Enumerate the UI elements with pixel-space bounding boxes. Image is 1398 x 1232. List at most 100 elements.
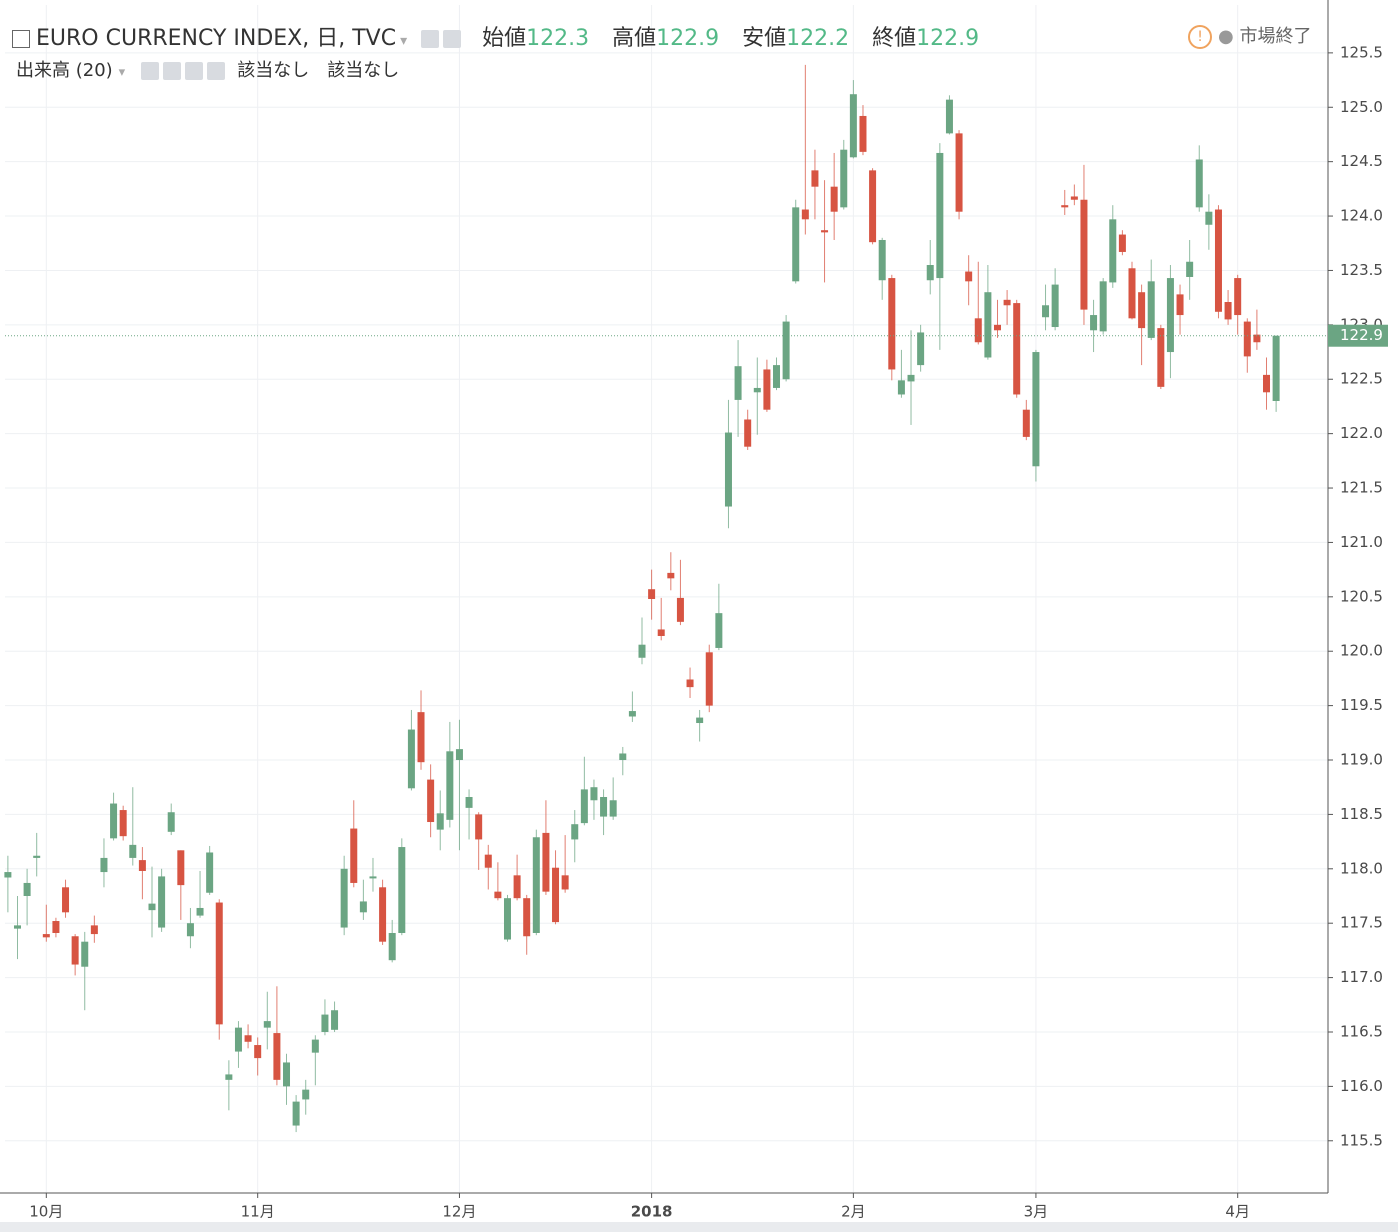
- candle-body: [186, 923, 194, 937]
- candle-body: [484, 854, 492, 868]
- candle-body: [1166, 278, 1174, 353]
- candle-body: [965, 271, 973, 282]
- candle-body: [1051, 284, 1059, 328]
- candle-body: [23, 882, 31, 896]
- y-tick-label: 120.5: [1340, 587, 1383, 605]
- y-tick-label: 119.5: [1340, 696, 1383, 714]
- settings-icon[interactable]: [443, 30, 462, 48]
- candle-body: [792, 207, 800, 282]
- candle-body: [1205, 211, 1213, 225]
- candle-body: [552, 867, 560, 923]
- warning-icon[interactable]: !: [1188, 25, 1212, 49]
- open-value: 122.3: [526, 26, 590, 51]
- candle-body: [369, 876, 377, 879]
- candle-body: [1195, 159, 1203, 208]
- candle-body: [628, 711, 636, 717]
- candle-body: [340, 868, 348, 928]
- candle-body: [1013, 303, 1021, 395]
- y-tick-label: 119.0: [1340, 751, 1383, 769]
- candle-body: [196, 907, 204, 916]
- candle-body: [71, 936, 79, 965]
- candle-body: [897, 380, 905, 395]
- status-dot: ●: [1218, 26, 1234, 47]
- candle-body: [561, 875, 569, 890]
- candle-body: [254, 1045, 262, 1059]
- candle-body: [331, 1010, 339, 1030]
- candle-body: [119, 810, 127, 837]
- candle-body: [648, 589, 656, 599]
- candle-body: [849, 94, 857, 158]
- candle-body: [321, 1014, 329, 1032]
- na-value: 該当なし: [327, 60, 400, 81]
- close-label: 終値: [872, 26, 917, 51]
- candle-body: [225, 1074, 233, 1080]
- y-tick-label: 124.0: [1340, 207, 1383, 225]
- candle-body: [1176, 294, 1184, 316]
- y-tick-label: 121.0: [1340, 533, 1383, 551]
- last-price-label: 122.9: [1340, 326, 1383, 344]
- settings-icon[interactable]: [163, 62, 182, 80]
- candle-body: [1099, 281, 1107, 332]
- x-tick-label: 2月: [841, 1203, 866, 1221]
- y-tick-label: 122.5: [1340, 370, 1383, 388]
- candle-body: [1003, 299, 1011, 306]
- candle-body: [1243, 321, 1251, 357]
- candle-body: [1109, 219, 1117, 283]
- candle-body: [292, 1101, 300, 1126]
- candle-body: [676, 597, 684, 622]
- y-tick-label: 125.5: [1340, 43, 1383, 61]
- candle-body: [81, 941, 89, 967]
- y-tick-label: 122.0: [1340, 424, 1383, 442]
- candle-body: [917, 332, 925, 366]
- candle-body: [417, 712, 425, 763]
- candle-body: [398, 847, 406, 933]
- add-icon[interactable]: [185, 62, 204, 80]
- candle-body: [436, 813, 444, 830]
- y-tick-label: 120.0: [1340, 642, 1383, 660]
- dropdown[interactable]: ▾: [400, 33, 408, 49]
- volume: 出来高 (20): [16, 60, 113, 81]
- dropdown[interactable]: ▾: [118, 65, 126, 80]
- candle-body: [869, 170, 877, 243]
- candle-body: [705, 652, 713, 706]
- y-tick-label: 116.5: [1340, 1022, 1383, 1040]
- candle-body: [42, 934, 50, 938]
- candle-body: [907, 374, 915, 382]
- eye-icon[interactable]: [141, 62, 160, 80]
- candle-body: [724, 432, 732, 507]
- eye-icon[interactable]: [421, 30, 440, 48]
- candle-body: [974, 318, 982, 343]
- candle-body: [283, 1062, 291, 1087]
- candle-body: [686, 679, 694, 688]
- candle-body: [888, 278, 896, 370]
- close-icon[interactable]: [207, 62, 226, 80]
- candle-body: [801, 209, 809, 220]
- candle-body: [302, 1089, 310, 1100]
- candle-body: [379, 887, 387, 942]
- candle-body: [13, 925, 21, 929]
- volume-row: 出来高 (20) ▾ 該当なし 該当なし: [16, 56, 399, 82]
- candle-body: [359, 901, 367, 913]
- candle-body: [1118, 234, 1126, 252]
- candle-body: [1234, 278, 1242, 316]
- candle-body: [407, 729, 415, 789]
- candle-body: [782, 321, 790, 380]
- candle-body: [110, 803, 118, 839]
- y-tick-label: 117.5: [1340, 914, 1383, 932]
- collapse-icon[interactable]: [12, 30, 30, 48]
- candle-body: [609, 800, 617, 817]
- status-text: 市場終了: [1239, 26, 1312, 47]
- candle-body: [744, 419, 752, 447]
- candle-body: [1214, 209, 1222, 312]
- candle-body: [1224, 302, 1232, 320]
- candle-body: [206, 852, 214, 893]
- candle-body: [984, 292, 992, 358]
- candle-body: [532, 837, 540, 933]
- candle-body: [619, 753, 627, 761]
- candle-body: [1157, 328, 1165, 387]
- bottom-strip: [0, 1222, 1398, 1232]
- last-price-box: [1328, 324, 1388, 347]
- status: ! ● 市場終了: [1188, 22, 1311, 49]
- candle-body: [215, 902, 223, 1025]
